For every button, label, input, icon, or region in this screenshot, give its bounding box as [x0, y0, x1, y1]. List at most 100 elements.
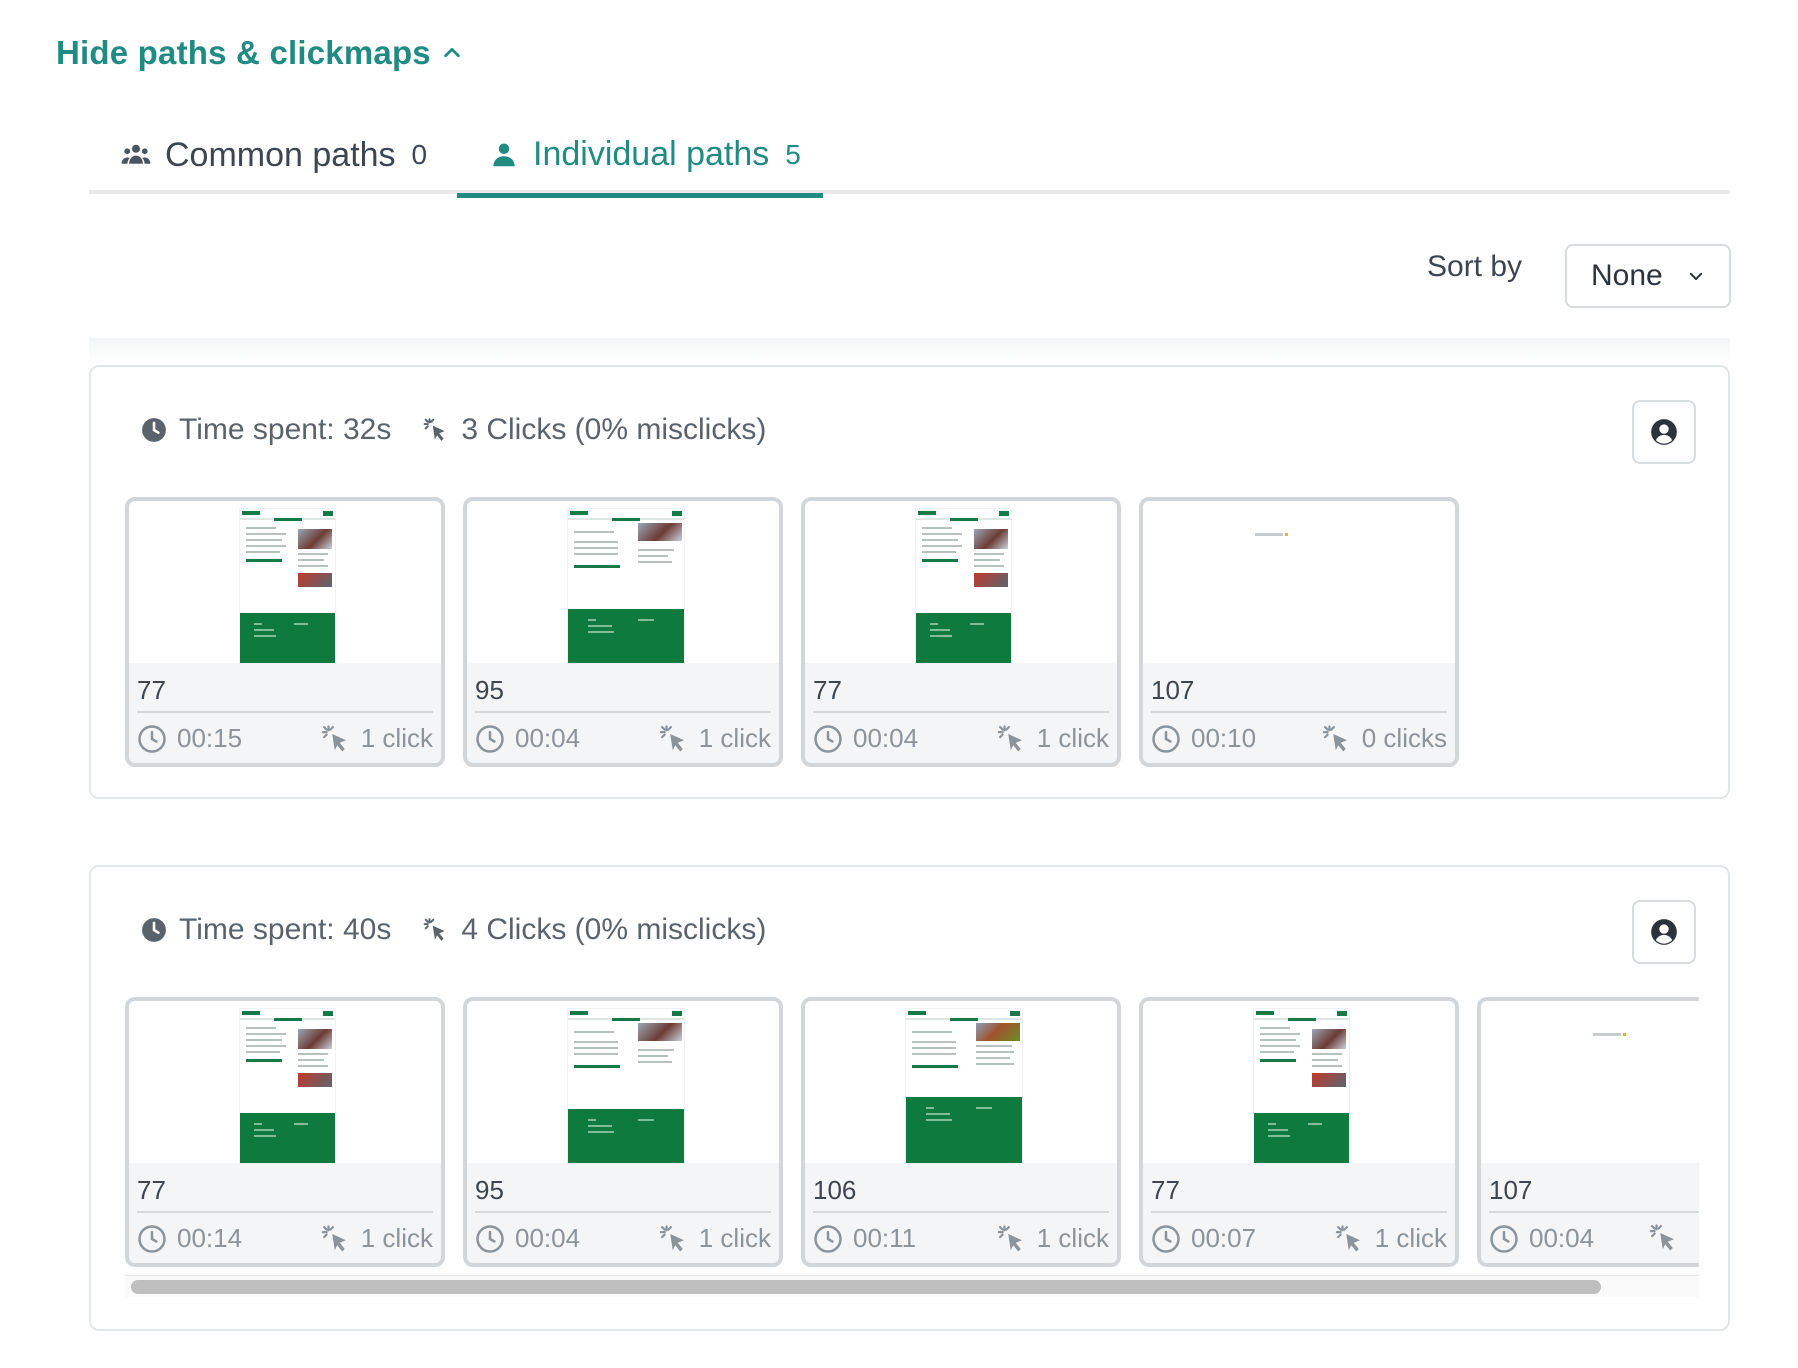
step-time: 00:04 [475, 1223, 580, 1254]
step-time: 00:11 [813, 1223, 916, 1254]
step-clicks-value: 1 click [698, 723, 771, 753]
cursor-click-icon [659, 724, 684, 751]
hide-paths-label: Hide paths & clickmaps [56, 34, 431, 71]
path-step[interactable]: 77 00:14 1 click [125, 997, 445, 1267]
clicks-summary: 4 Clicks (0% misclicks) [461, 913, 767, 946]
step-clicks: 1 click [321, 723, 433, 754]
step-clicks: 1 click [321, 1223, 433, 1254]
screen-thumbnail [1143, 501, 1455, 663]
step-clicks: 0 clicks [1322, 723, 1447, 754]
step-clicks: 1 click [997, 1223, 1109, 1254]
step-time-value: 00:04 [1529, 1223, 1595, 1253]
cursor-click-icon [659, 1224, 684, 1251]
screen-id: 95 [475, 1175, 504, 1205]
clicks-summary: 3 Clicks (0% misclicks) [461, 413, 767, 446]
step-time-value: 00:04 [515, 1223, 581, 1253]
path-step[interactable]: 77 00:15 1 click [125, 497, 445, 767]
screen-id: 77 [1151, 1175, 1180, 1205]
step-clicks [1649, 1223, 1689, 1253]
path-step[interactable]: 95 00:04 1 click [463, 497, 783, 767]
clock-outline-icon [138, 1224, 166, 1253]
path-step[interactable]: 77 00:04 1 click [801, 497, 1121, 767]
screen-thumbnail [1143, 1001, 1455, 1163]
cursor-click-icon [1322, 724, 1347, 751]
step-time-value: 00:15 [177, 723, 243, 753]
step-time-value: 00:10 [1191, 723, 1257, 753]
path-step[interactable]: 107 00:04 [1477, 997, 1699, 1267]
clock-outline-icon [1490, 1224, 1518, 1253]
view-user-button[interactable] [1632, 400, 1696, 464]
step-time-value: 00:14 [177, 1223, 243, 1253]
step-clicks-value: 1 click [360, 1223, 433, 1253]
step-time: 00:04 [813, 723, 918, 754]
view-user-button[interactable] [1632, 900, 1696, 964]
screen-thumbnail [467, 501, 779, 663]
sort-select-value: None [1591, 259, 1663, 292]
path-step[interactable]: 95 00:04 1 click [463, 997, 783, 1267]
cursor-click-icon [423, 918, 445, 941]
clock-icon [142, 918, 166, 942]
clock-outline-icon [814, 1224, 842, 1253]
cursor-click-icon [1335, 1224, 1360, 1251]
step-clicks: 1 click [659, 723, 771, 754]
step-time: 00:14 [137, 1223, 242, 1254]
chevron-up-icon [444, 47, 460, 58]
tab-common-label: Common paths [165, 135, 396, 174]
path-step[interactable]: 77 00:07 1 click [1139, 997, 1459, 1267]
step-time-value: 00:04 [853, 723, 919, 753]
screen-id: 77 [137, 1175, 166, 1205]
horizontal-scrollbar[interactable] [125, 1275, 1699, 1297]
clock-outline-icon [814, 724, 842, 753]
step-clicks-value: 1 click [360, 723, 433, 753]
tab-individual-label: Individual paths [533, 135, 770, 173]
screen-thumbnail [805, 1001, 1117, 1163]
screen-id: 95 [475, 675, 504, 705]
screen-id: 107 [1489, 1175, 1533, 1205]
step-clicks-value: 1 click [1036, 1223, 1109, 1253]
tab-individual-paths[interactable]: Individual paths 5 [457, 116, 823, 198]
screen-thumbnail [129, 501, 441, 663]
step-time: 00:15 [137, 723, 242, 754]
step-time-value: 00:11 [853, 1223, 917, 1253]
tab-individual-count: 5 [785, 138, 801, 170]
step-time: 00:04 [1489, 1223, 1594, 1254]
path-step[interactable]: 107 00:10 0 clicks [1139, 497, 1459, 767]
path-card: Time spent: 40s 4 Clicks (0% misclicks) … [89, 865, 1730, 1331]
screen-id: 77 [137, 675, 166, 705]
tab-common-count: 0 [411, 139, 428, 170]
hide-paths-toggle[interactable]: Hide paths & clickmaps [56, 34, 463, 72]
clock-icon [142, 418, 166, 442]
cursor-click-icon [1649, 1224, 1674, 1251]
tab-common-paths[interactable]: Common paths 0 [89, 116, 456, 194]
step-time: 00:07 [1151, 1223, 1256, 1254]
step-clicks: 1 click [1335, 1223, 1447, 1254]
screen-id: 107 [1151, 675, 1195, 705]
clock-outline-icon [476, 1224, 504, 1253]
screen-thumbnail [467, 1001, 779, 1163]
path-steps: 77 00:15 1 click 95 00: [125, 497, 1699, 773]
scrollbar-thumb[interactable] [131, 1280, 1601, 1294]
screen-thumbnail [129, 1001, 441, 1163]
paths-tabs: Common paths 0 Individual paths 5 [89, 116, 1730, 198]
step-time-value: 00:04 [515, 723, 581, 753]
path-summary: Time spent: 40s 4 Clicks (0% misclicks) [141, 913, 766, 947]
sort-by-label: Sort by [1427, 250, 1523, 283]
step-clicks: 1 click [997, 723, 1109, 754]
step-clicks-value: 1 click [698, 1223, 771, 1253]
clock-outline-icon [1152, 1224, 1180, 1253]
user-circle-icon [1651, 919, 1677, 945]
clock-outline-icon [476, 724, 504, 753]
list-divider [89, 338, 1730, 364]
clock-outline-icon [138, 724, 166, 753]
path-summary: Time spent: 32s 3 Clicks (0% misclicks) [141, 413, 766, 447]
group-icon [121, 144, 151, 164]
user-circle-icon [1651, 419, 1677, 445]
time-spent: Time spent: 32s [179, 413, 392, 446]
screen-thumbnail [1481, 1001, 1699, 1163]
step-time: 00:04 [475, 723, 580, 754]
path-step[interactable]: 106 00:11 1 click [801, 997, 1121, 1267]
cursor-click-icon [997, 1224, 1022, 1251]
clock-outline-icon [1152, 724, 1180, 753]
sort-select[interactable]: None [1565, 244, 1731, 308]
screen-id: 77 [813, 675, 842, 705]
